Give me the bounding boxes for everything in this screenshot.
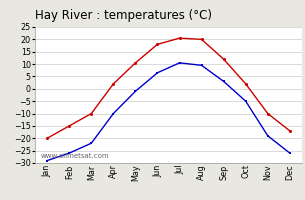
Text: Hay River : temperatures (°C): Hay River : temperatures (°C)	[35, 9, 212, 22]
Text: www.allmetsat.com: www.allmetsat.com	[40, 153, 109, 159]
